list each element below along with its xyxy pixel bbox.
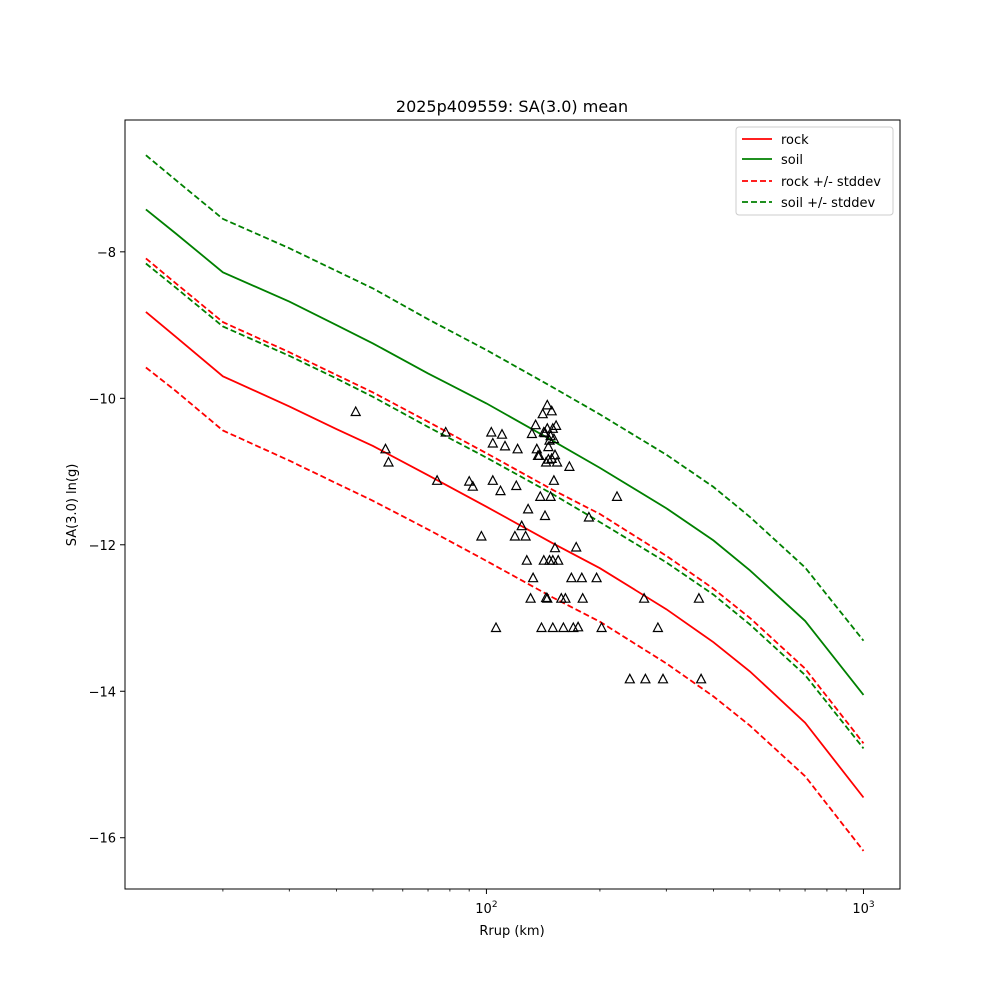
observation-point — [596, 621, 608, 633]
x-tick-exponent: 3 — [869, 900, 875, 910]
legend-box — [735, 126, 894, 216]
observation-point — [657, 673, 669, 684]
observation-point — [485, 426, 497, 437]
observation-point — [557, 621, 569, 633]
observation-point — [548, 474, 560, 485]
series-line-0 — [145, 311, 865, 799]
legend-label-rock: rock — [781, 133, 809, 148]
observation-point — [495, 484, 506, 496]
legend: rock soil rock +/- stddev soil +/- stdde… — [735, 126, 894, 216]
x-axis-label: Rrup (km) — [479, 924, 544, 939]
observation-point — [695, 673, 707, 684]
observation-point — [624, 673, 636, 684]
observation-point — [551, 456, 563, 467]
legend-label-rock-stddev: rock +/- stddev — [781, 175, 881, 190]
observation-point — [547, 554, 559, 565]
observation-point — [533, 449, 545, 460]
observation-point — [639, 673, 651, 684]
observation-point — [512, 443, 524, 454]
observation-point — [510, 479, 522, 491]
observation-point — [527, 571, 539, 583]
observation-point — [563, 460, 575, 471]
observation-point — [538, 554, 550, 565]
observation-point — [547, 422, 559, 433]
observation-point — [522, 503, 534, 514]
observation-point — [490, 621, 502, 633]
observation-point — [350, 405, 362, 417]
plot-area — [145, 154, 865, 852]
observation-point — [534, 490, 546, 501]
legend-label-soil: soil — [781, 153, 803, 168]
series-line-3 — [145, 366, 865, 852]
observation-point — [565, 571, 577, 583]
observation-point — [545, 490, 557, 501]
observation-point — [467, 480, 479, 491]
observation-point — [509, 530, 521, 541]
observation-point — [693, 592, 705, 603]
observation-point — [520, 530, 532, 541]
observation-point — [499, 440, 511, 451]
y-tick-label: −8 — [97, 246, 116, 261]
observation-point — [526, 427, 538, 439]
observation-point — [638, 592, 650, 603]
observation-point — [541, 399, 553, 410]
observation-point — [431, 474, 443, 485]
observation-point — [570, 541, 582, 552]
x-tick-exponent: 2 — [492, 900, 498, 910]
y-tick-label: −14 — [89, 685, 116, 700]
observation-point — [383, 456, 394, 467]
observation-point — [550, 419, 562, 430]
observation-point — [541, 592, 553, 603]
observation-point — [440, 426, 452, 437]
observation-point — [549, 448, 561, 460]
observation-point — [542, 440, 554, 452]
observation-point — [516, 519, 528, 531]
observation-point — [380, 443, 391, 454]
y-tick-label: −16 — [89, 832, 116, 847]
observation-point — [521, 554, 533, 565]
y-axis-label: SA(3.0) ln(g) — [65, 464, 80, 547]
observation-point — [572, 621, 584, 632]
observation-point — [540, 591, 552, 603]
observation-point — [530, 418, 542, 430]
observation-point — [487, 437, 499, 448]
observation-point — [547, 621, 559, 633]
observation-point — [546, 405, 558, 416]
observation-point — [487, 474, 499, 485]
observation-point — [652, 621, 664, 633]
y-axis: −8 −10 −12 −14 −16 — [89, 246, 125, 847]
observation-point — [611, 490, 623, 501]
observation-point — [539, 509, 551, 521]
observation-point — [577, 592, 589, 603]
observation-point — [541, 422, 553, 433]
y-tick-label: −12 — [89, 539, 116, 554]
observation-point — [548, 432, 560, 444]
observation-point — [540, 456, 552, 467]
observation-point — [576, 571, 588, 583]
observation-point — [537, 407, 549, 419]
chart-title: 2025p409559: SA(3.0) mean — [396, 97, 628, 116]
observation-point — [536, 621, 547, 633]
observation-point — [549, 541, 561, 553]
observation-point — [463, 475, 475, 486]
observation-point — [583, 511, 595, 522]
observation-point — [591, 571, 603, 583]
plot-frame — [124, 119, 901, 890]
observation-point — [496, 428, 508, 439]
series-line-1 — [145, 208, 865, 696]
observation-point — [552, 554, 564, 565]
observation-point — [475, 530, 487, 541]
observation-point — [559, 592, 571, 603]
y-tick-label: −10 — [89, 392, 116, 407]
observation-point — [525, 592, 537, 603]
legend-label-soil-stddev: soil +/- stddev — [781, 196, 876, 211]
